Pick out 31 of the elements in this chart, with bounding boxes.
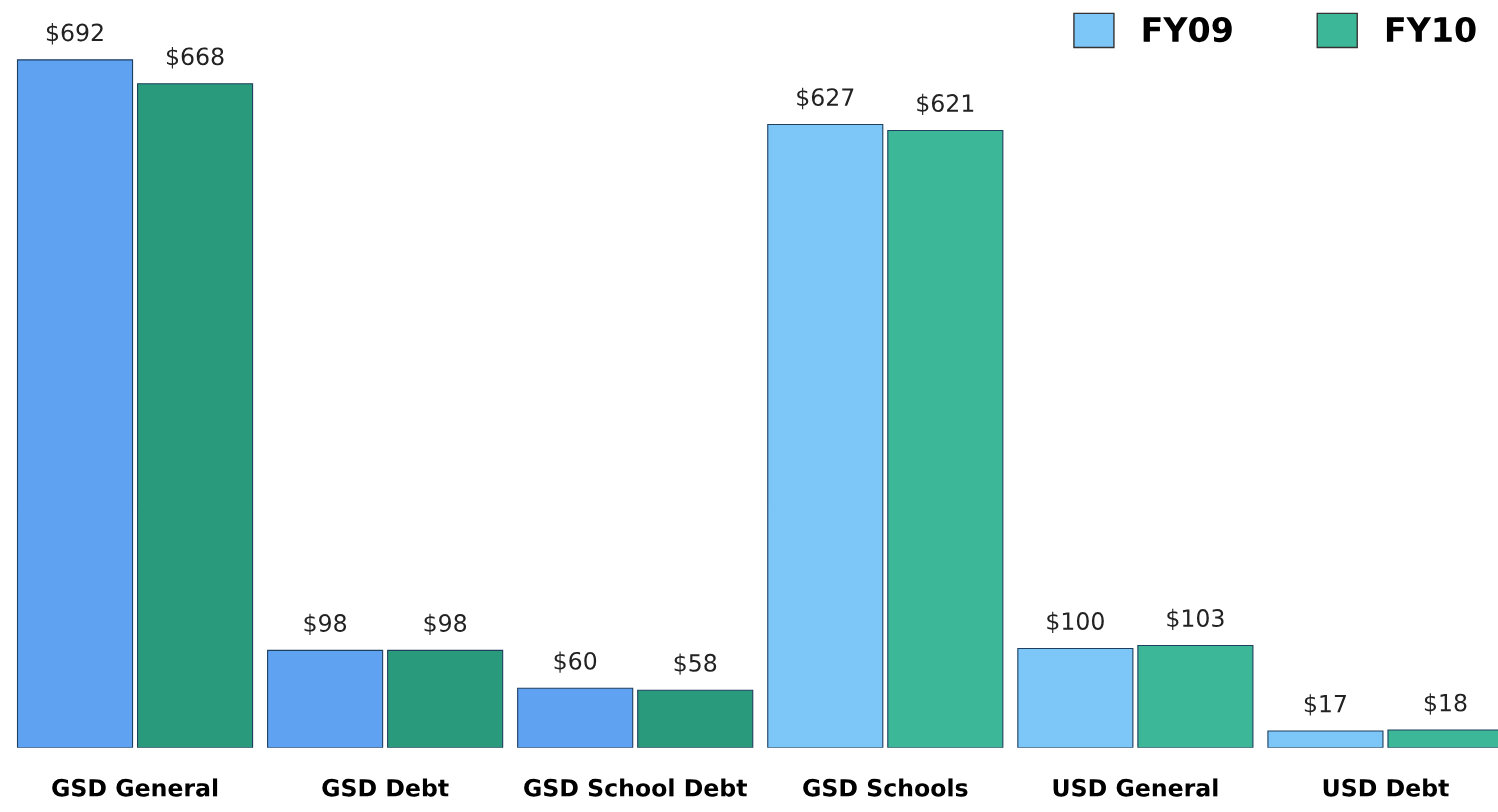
data-label: $692 <box>46 23 103 45</box>
data-label: $18 <box>1424 693 1467 715</box>
bar <box>1137 644 1254 748</box>
bar <box>887 129 1004 748</box>
data-label: $668 <box>166 46 224 69</box>
data-label: $621 <box>917 93 974 116</box>
data-label: $100 <box>1047 611 1104 634</box>
x-tick-label: GSD School Debt <box>524 778 747 797</box>
bar <box>1267 730 1384 748</box>
data-label: $98 <box>424 613 467 636</box>
bar <box>16 59 134 748</box>
data-label: $98 <box>304 613 347 636</box>
bar <box>136 83 254 748</box>
x-tick-label: GSD Debt <box>322 778 449 797</box>
data-label: $627 <box>797 87 854 110</box>
legend-label: FY10 <box>1386 16 1476 43</box>
bar <box>767 123 884 748</box>
x-tick-label: USD Debt <box>1323 778 1449 797</box>
bar <box>387 649 504 748</box>
data-label: $58 <box>674 653 717 675</box>
bar <box>517 687 634 748</box>
x-tick-label: GSD Schools <box>803 778 968 797</box>
bar <box>1017 647 1134 748</box>
bar <box>637 689 754 748</box>
data-label: $60 <box>554 651 597 673</box>
data-label: $17 <box>1304 694 1346 716</box>
bar <box>267 649 384 748</box>
legend-label: FY09 <box>1143 16 1232 43</box>
x-tick-label: USD General <box>1053 778 1218 797</box>
x-tick-label: GSD General <box>52 778 218 797</box>
data-label: $103 <box>1167 608 1224 631</box>
